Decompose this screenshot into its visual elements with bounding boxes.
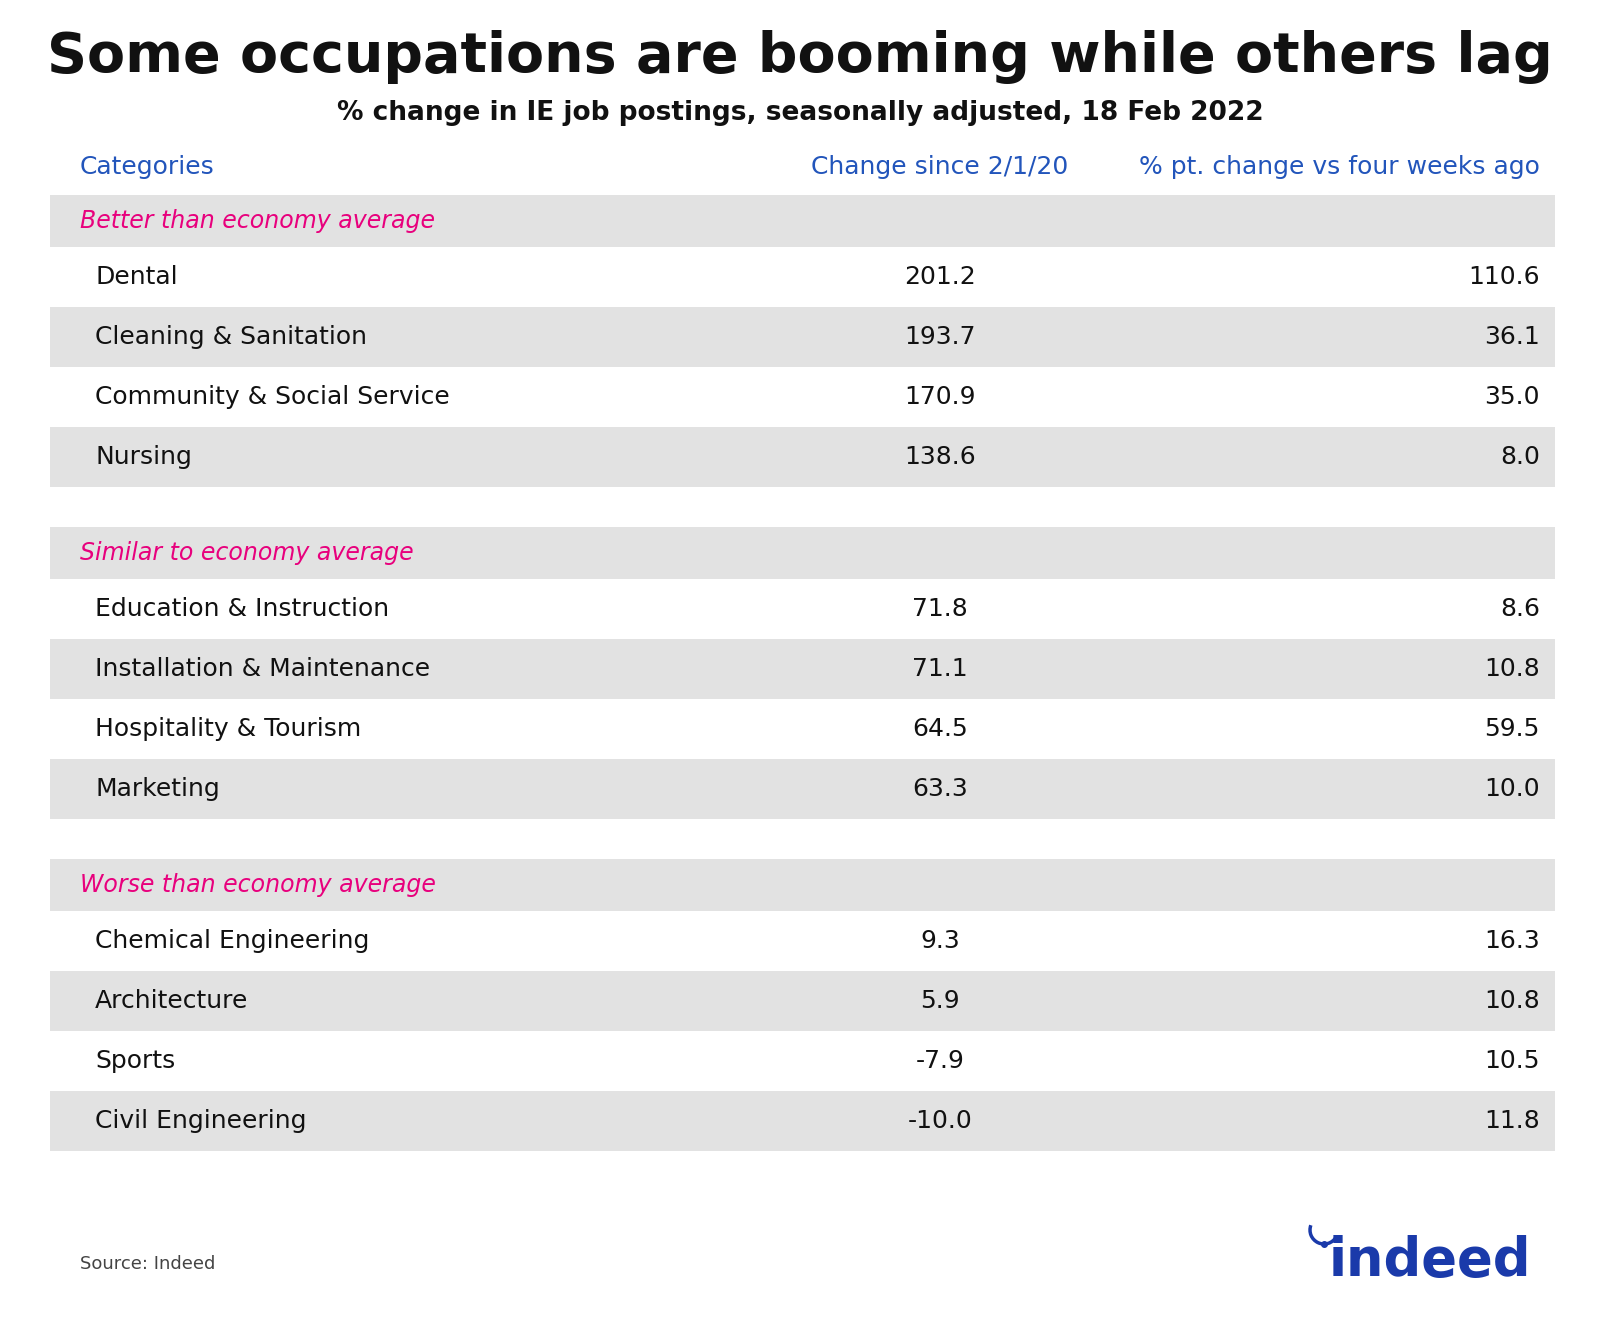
Text: -7.9: -7.9: [915, 1049, 965, 1073]
Bar: [50, 1092, 1555, 1151]
Bar: [50, 1031, 1555, 1092]
Bar: [50, 367, 1555, 426]
Text: 8.0: 8.0: [1501, 445, 1539, 469]
Text: 8.6: 8.6: [1501, 597, 1539, 620]
Bar: [50, 308, 1555, 367]
Bar: [50, 859, 1555, 911]
Bar: [50, 527, 1555, 579]
Text: Community & Social Service: Community & Social Service: [94, 385, 450, 409]
Text: indeed: indeed: [1328, 1236, 1531, 1287]
Text: Chemical Engineering: Chemical Engineering: [94, 929, 370, 953]
Text: 110.6: 110.6: [1469, 265, 1539, 289]
Bar: [50, 759, 1555, 818]
Text: % pt. change vs four weeks ago: % pt. change vs four weeks ago: [1139, 154, 1539, 180]
Text: 193.7: 193.7: [904, 325, 976, 348]
Text: 16.3: 16.3: [1485, 929, 1539, 953]
Text: Better than economy average: Better than economy average: [80, 209, 435, 234]
Text: 201.2: 201.2: [904, 265, 976, 289]
Text: Civil Engineering: Civil Engineering: [94, 1109, 307, 1133]
Text: Similar to economy average: Similar to economy average: [80, 541, 414, 565]
Bar: [50, 911, 1555, 972]
Text: Categories: Categories: [80, 154, 214, 180]
Text: Some occupations are booming while others lag: Some occupations are booming while other…: [46, 30, 1554, 84]
Text: Sports: Sports: [94, 1049, 176, 1073]
Bar: [50, 195, 1555, 247]
Text: Cleaning & Sanitation: Cleaning & Sanitation: [94, 325, 366, 348]
Text: 11.8: 11.8: [1485, 1109, 1539, 1133]
Text: Marketing: Marketing: [94, 777, 219, 801]
Text: 35.0: 35.0: [1485, 385, 1539, 409]
Text: -10.0: -10.0: [907, 1109, 973, 1133]
Text: Hospitality & Tourism: Hospitality & Tourism: [94, 717, 362, 741]
Text: 71.8: 71.8: [912, 597, 968, 620]
Text: 10.5: 10.5: [1485, 1049, 1539, 1073]
Text: Change since 2/1/20: Change since 2/1/20: [811, 154, 1069, 180]
Text: % change in IE job postings, seasonally adjusted, 18 Feb 2022: % change in IE job postings, seasonally …: [336, 100, 1264, 125]
Bar: [50, 247, 1555, 308]
Text: Installation & Maintenance: Installation & Maintenance: [94, 657, 430, 681]
Text: 10.8: 10.8: [1485, 989, 1539, 1012]
Text: Worse than economy average: Worse than economy average: [80, 873, 435, 898]
Text: Source: Indeed: Source: Indeed: [80, 1255, 216, 1272]
Text: 71.1: 71.1: [912, 657, 968, 681]
Text: Nursing: Nursing: [94, 445, 192, 469]
Bar: [50, 579, 1555, 639]
Text: Architecture: Architecture: [94, 989, 248, 1012]
Text: 36.1: 36.1: [1485, 325, 1539, 348]
Text: 10.0: 10.0: [1485, 777, 1539, 801]
Text: 138.6: 138.6: [904, 445, 976, 469]
Text: 9.3: 9.3: [920, 929, 960, 953]
Bar: [50, 639, 1555, 700]
Text: Dental: Dental: [94, 265, 178, 289]
Text: 63.3: 63.3: [912, 777, 968, 801]
Text: 5.9: 5.9: [920, 989, 960, 1012]
Text: 59.5: 59.5: [1485, 717, 1539, 741]
Text: 170.9: 170.9: [904, 385, 976, 409]
Text: Education & Instruction: Education & Instruction: [94, 597, 389, 620]
Text: 10.8: 10.8: [1485, 657, 1539, 681]
Bar: [50, 426, 1555, 487]
Text: 64.5: 64.5: [912, 717, 968, 741]
Bar: [50, 972, 1555, 1031]
Bar: [50, 700, 1555, 759]
